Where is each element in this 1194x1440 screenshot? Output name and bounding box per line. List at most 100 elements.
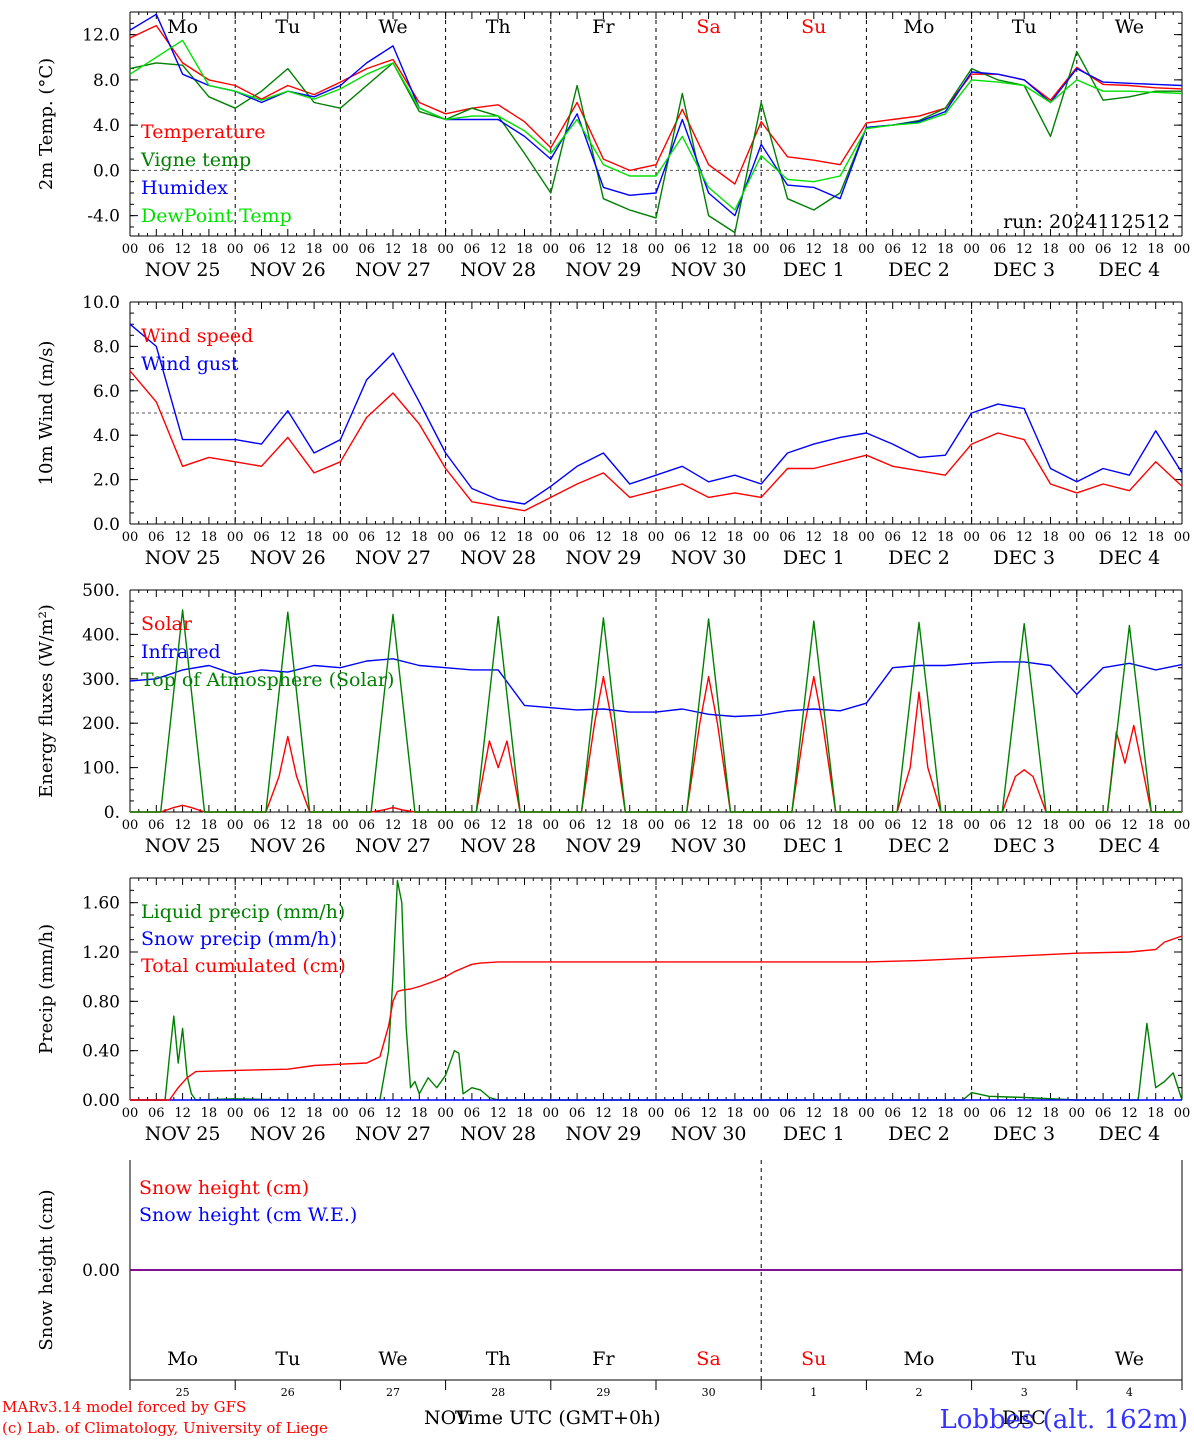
- hour-label: 12: [490, 1106, 507, 1121]
- hour-label: 18: [411, 818, 428, 833]
- hour-label: 00: [332, 530, 349, 545]
- hour-label: 00: [332, 242, 349, 257]
- hour-label: 18: [621, 1106, 638, 1121]
- hour-label: 00: [648, 1106, 665, 1121]
- date-label: DEC 1: [783, 1123, 845, 1145]
- y-tick-label: 10.0: [82, 293, 120, 313]
- hour-label: 00: [122, 530, 139, 545]
- date-label: NOV 28: [460, 547, 536, 569]
- hour-label: 18: [727, 1106, 744, 1121]
- hour-label: 00: [648, 530, 665, 545]
- hour-label: 12: [806, 818, 823, 833]
- hour-label: 06: [884, 1106, 901, 1121]
- hour-label: 18: [201, 818, 218, 833]
- hour-label: 18: [937, 818, 954, 833]
- hour-label: 00: [1174, 530, 1191, 545]
- hour-label: 00: [437, 818, 454, 833]
- hour-label: 00: [332, 818, 349, 833]
- hour-label: 00: [543, 242, 560, 257]
- hour-label: 12: [595, 818, 612, 833]
- hour-label: 12: [1121, 818, 1138, 833]
- day-number: 28: [491, 1386, 505, 1399]
- hour-label: 18: [411, 530, 428, 545]
- legend-entry: Liquid precip (mm/h): [141, 901, 345, 923]
- hour-label: 00: [648, 242, 665, 257]
- hour-label: 00: [963, 818, 980, 833]
- y-tick-label: 300.: [82, 670, 120, 690]
- hour-label: 18: [1147, 530, 1164, 545]
- hour-label: 18: [306, 242, 323, 257]
- legend-entry: Infrared: [141, 641, 221, 663]
- series-line-dewpoint-temp: [129, 39, 1183, 211]
- legend-entry: Snow height (cm): [139, 1177, 309, 1199]
- date-label: NOV 27: [355, 259, 431, 281]
- date-label: DEC 2: [888, 259, 950, 281]
- date-label: NOV 25: [145, 259, 221, 281]
- hour-label: 06: [1095, 530, 1112, 545]
- month-label-left: NOV: [424, 1407, 470, 1429]
- hour-label: 12: [490, 242, 507, 257]
- hour-label: 12: [595, 1106, 612, 1121]
- date-label: DEC 4: [1099, 547, 1161, 569]
- hour-label: 12: [280, 530, 297, 545]
- date-label: NOV 25: [145, 835, 221, 857]
- hour-label: 06: [253, 1106, 270, 1121]
- hour-label: 00: [963, 1106, 980, 1121]
- hour-label: 18: [1147, 1106, 1164, 1121]
- y-tick-label: 4.0: [93, 116, 120, 136]
- hour-label: 18: [937, 242, 954, 257]
- hour-label: 12: [1016, 530, 1033, 545]
- hour-label: 12: [700, 530, 717, 545]
- hour-label: 06: [779, 818, 796, 833]
- hour-label: 00: [122, 242, 139, 257]
- series-line-total-cumulated-cm-: [130, 935, 1183, 1101]
- hour-label: 18: [516, 818, 533, 833]
- day-number: 26: [281, 1386, 295, 1399]
- hour-label: 06: [253, 530, 270, 545]
- hour-label: 12: [280, 242, 297, 257]
- hour-label: 06: [464, 818, 481, 833]
- weekday-label: We: [378, 16, 407, 38]
- hour-label: 18: [937, 1106, 954, 1121]
- hour-label: 18: [727, 242, 744, 257]
- date-label: DEC 3: [993, 547, 1055, 569]
- weekday-label: We: [1115, 1348, 1144, 1370]
- hour-label: 00: [437, 242, 454, 257]
- hour-label: 12: [595, 530, 612, 545]
- date-label: NOV 27: [355, 1123, 431, 1145]
- hour-label: 12: [1016, 818, 1033, 833]
- hour-label: 18: [201, 1106, 218, 1121]
- hour-label: 00: [858, 1106, 875, 1121]
- panel-2: 00 06 12 18 00 06 12 18 00 06 12 18 00 06 12 18 00 06 12 18…: [36, 293, 1190, 569]
- hour-label: 00: [648, 818, 665, 833]
- hour-label: 06: [464, 1106, 481, 1121]
- hour-label: 12: [1016, 1106, 1033, 1121]
- hour-label: 18: [1042, 530, 1059, 545]
- hour-label: 12: [1121, 530, 1138, 545]
- weekday-label: Su: [801, 16, 826, 38]
- x-axis-title: Time UTC (GMT+0h): [455, 1407, 661, 1429]
- hour-label: 12: [490, 818, 507, 833]
- hour-label: 12: [700, 242, 717, 257]
- y-tick-label: 8.0: [93, 71, 120, 91]
- y-tick-label: 2.0: [93, 471, 120, 491]
- station-name: Lobbes (alt. 162m): [939, 1405, 1188, 1435]
- hour-label: 12: [700, 1106, 717, 1121]
- series-line-wind-speed: [129, 370, 1183, 512]
- y-axis-label: 10m Wind (m/s): [36, 341, 57, 486]
- hour-label: 06: [569, 818, 586, 833]
- weekday-label: Sa: [696, 16, 720, 38]
- y-tick-label: 0.40: [82, 1042, 120, 1062]
- hour-label: 06: [674, 1106, 691, 1121]
- series-line-liquid-precip-mm-h-: [130, 879, 1183, 1101]
- hour-label: 06: [674, 818, 691, 833]
- hour-label: 00: [1069, 1106, 1086, 1121]
- date-label: NOV 26: [250, 835, 326, 857]
- date-label: DEC 2: [888, 835, 950, 857]
- day-number: 1: [810, 1386, 817, 1399]
- y-tick-label: -4.0: [87, 207, 120, 227]
- hour-label: 06: [990, 242, 1007, 257]
- legend-entry: Snow height (cm W.E.): [139, 1204, 357, 1226]
- hour-label: 12: [911, 1106, 928, 1121]
